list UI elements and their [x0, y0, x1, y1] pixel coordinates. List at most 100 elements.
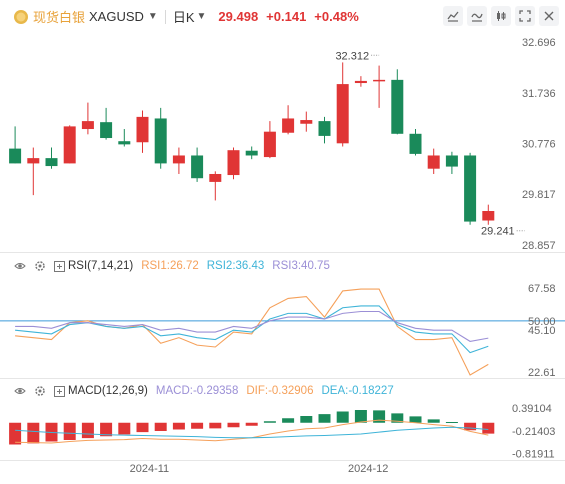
period-selector[interactable]: 日K: [172, 10, 195, 25]
rsi-title: RSI(7,14,21): [68, 260, 134, 272]
rsi-line-1: [15, 288, 489, 376]
macd-histogram-bar: [336, 411, 349, 423]
chevron-down-icon: ▼: [147, 11, 158, 22]
macd-histogram-bar: [300, 416, 313, 423]
price-annotation: 32.312: [335, 50, 369, 62]
price-tick-label: 32.696: [522, 37, 556, 49]
price-change-pct: +0.48%: [314, 9, 359, 24]
candle-body: [354, 80, 367, 84]
macd-histogram-bar: [191, 422, 204, 429]
dif-label: DIF:-0.32906: [246, 385, 314, 397]
eye-icon[interactable]: [14, 260, 26, 272]
macd-histogram-bar: [227, 422, 240, 428]
macd-histogram-bar: [445, 422, 458, 423]
price-tick-label: 31.736: [522, 88, 556, 100]
rsi1-label: RSI1:26.72: [141, 260, 199, 272]
candle-body: [118, 141, 131, 145]
macd-histogram-bar: [354, 410, 367, 423]
rsi-tick-label: 22.61: [528, 367, 556, 379]
candle-body: [172, 155, 185, 164]
dea-label: DEA:-0.18227: [321, 385, 394, 397]
indicator-icon[interactable]: [467, 6, 487, 26]
macd-histogram-bar: [209, 422, 222, 429]
settings-icon[interactable]: [34, 260, 46, 272]
time-axis-label: 2024-12: [348, 463, 388, 475]
candle-body: [318, 121, 331, 136]
grid-lines: [0, 252, 565, 461]
macd-histogram-bar: [245, 422, 258, 426]
macd-histogram-bar: [136, 422, 149, 433]
candle-body: [391, 79, 404, 134]
macd-histogram-bar: [81, 422, 94, 439]
style-icon[interactable]: [491, 6, 511, 26]
candle-body: [63, 126, 76, 164]
rsi-line-2: [15, 305, 489, 354]
macd-series: [9, 410, 495, 445]
macd-histogram-bar: [391, 413, 404, 423]
compare-icon[interactable]: [443, 6, 463, 26]
last-price: 29.498: [218, 9, 259, 24]
candle-body: [282, 118, 295, 133]
macd-histogram-bar: [118, 422, 131, 435]
candle-body: [136, 116, 149, 143]
candle-body: [100, 122, 113, 139]
candle-body: [464, 155, 477, 222]
eye-icon[interactable]: [14, 385, 26, 397]
macd-histogram-bar: [373, 410, 386, 423]
candle-body: [300, 120, 313, 124]
macd-histogram-bar: [63, 422, 76, 440]
candle-body: [427, 155, 440, 169]
macd-histogram-bar: [464, 422, 477, 431]
rsi2-label: RSI2:36.43: [206, 260, 265, 272]
macd-histogram-bar: [100, 422, 113, 437]
rsi-series: [0, 288, 565, 376]
price-tick-label: 28.857: [522, 240, 556, 252]
macd-histogram-bar: [482, 422, 495, 434]
candle-body: [409, 133, 422, 154]
toolbar: 现货白银 XAGUSD ▼ 日K ▼ 29.498 +0.141 +0.48%: [0, 0, 565, 33]
settings-icon[interactable]: [34, 385, 46, 397]
candle-body: [445, 155, 458, 167]
candle-body: [263, 131, 276, 158]
macd-histogram-bar: [409, 416, 422, 423]
candle-body: [245, 150, 258, 156]
candle-body: [336, 84, 349, 144]
expand-icon[interactable]: [54, 385, 65, 397]
candle-body: [191, 155, 204, 179]
axis-labels: 32.696 31.736 30.776 29.817 28.857 32.312 29.2…: [130, 37, 556, 475]
candlestick-series: [9, 62, 495, 225]
price-tick-label: 29.817: [522, 189, 556, 201]
symbol-selector[interactable]: 现货白银 XAGUSD ▼: [13, 7, 158, 26]
fullscreen-icon[interactable]: [515, 6, 535, 26]
macd-label: MACD:-0.29358: [155, 385, 239, 397]
candle-body: [45, 158, 58, 167]
silver-coin-icon: [14, 9, 28, 24]
candle-body: [227, 150, 240, 176]
expand-icon[interactable]: [54, 260, 65, 272]
candle-body: [373, 79, 386, 82]
macd-histogram-bar: [263, 421, 276, 423]
rsi-legend: RSI(7,14,21) RSI1:26.72 RSI2:36.43 RSI3:…: [0, 258, 400, 274]
macd-tick-label: 0.39104: [512, 403, 552, 415]
macd-histogram-bar: [172, 422, 185, 430]
candle-body: [27, 158, 40, 164]
candle-body: [209, 173, 222, 182]
candle-body: [81, 121, 94, 130]
price-tick-label: 30.776: [522, 139, 556, 151]
rsi-tick-label: 45.10: [528, 325, 556, 337]
macd-histogram-bar: [9, 422, 22, 445]
close-icon[interactable]: [539, 6, 559, 26]
candle-body: [154, 118, 167, 164]
rsi-tick-label: 50.00: [528, 316, 556, 328]
macd-legend: MACD(12,26,9) MACD:-0.29358 DIF:-0.32906…: [0, 383, 450, 399]
macd-histogram-bar: [154, 422, 167, 431]
period-chevron-icon[interactable]: ▼: [196, 11, 207, 22]
dea-line: [15, 426, 489, 439]
rsi3-label: RSI3:40.75: [272, 260, 330, 272]
toolbar-icons: [443, 6, 559, 26]
macd-histogram-bar: [318, 414, 331, 423]
candle-body: [482, 210, 495, 221]
price-change: +0.141: [266, 9, 307, 24]
